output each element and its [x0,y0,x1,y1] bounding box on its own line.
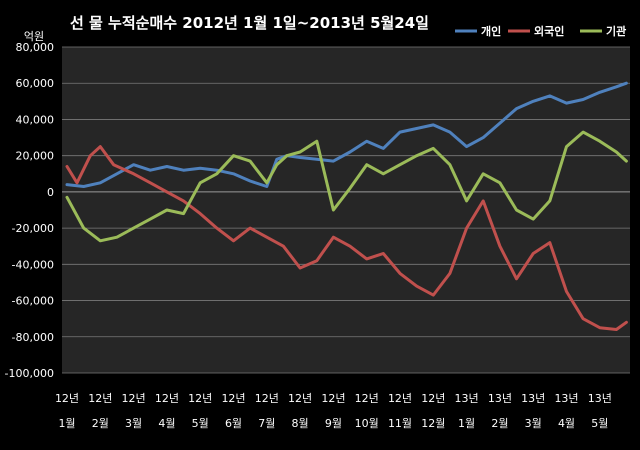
plot-area [62,47,630,373]
x-tick-year-label: 12년 [188,392,212,405]
x-tick-month-label: 11월 [388,417,412,430]
x-tick-month-label: 7월 [258,417,275,430]
y-tick-label: -60,000 [12,295,54,308]
series-line-3 [65,130,628,243]
x-tick-month-label: 2월 [92,417,109,430]
legend-label: 외국인 [534,24,564,38]
x-tick-year-label: 12년 [321,392,345,405]
x-tick-month-label: 2월 [491,417,508,430]
x-tick-year-label: 12년 [122,392,146,405]
x-tick-month-label: 4월 [558,417,575,430]
gridlines [62,46,630,374]
legend: 개인 외국인 기관 [455,24,626,38]
x-tick-month-label: 1월 [58,417,75,430]
x-tick-year-label: 12년 [421,392,445,405]
x-tick-month-label: 3월 [125,417,142,430]
x-tick-month-label: 1월 [458,417,475,430]
x-tick-year-label: 13년 [455,392,479,405]
x-tick-year-label: 12년 [255,392,279,405]
x-tick-year-label: 12년 [155,392,179,405]
y-axis-unit-label: 억원 [24,30,44,43]
x-tick-year-label: 12년 [355,392,379,405]
x-tick-year-label: 13년 [554,392,578,405]
x-tick-month-label: 12월 [421,417,445,430]
y-tick-label: 40,000 [16,113,55,126]
x-tick-month-label: 10월 [355,417,379,430]
y-tick-label: 0 [47,186,54,199]
series-line-1 [65,81,628,188]
x-tick-year-label: 13년 [488,392,512,405]
x-tick-month-label: 8월 [292,417,309,430]
series-lines [65,81,628,331]
x-axis: 12년 1월 12년 2월 12년 3월 12년 4월 12년 5월 12년 6월 12년 7월 12년 8월… [55,392,612,430]
y-tick-label: 80,000 [16,41,55,54]
y-tick-label: -20,000 [12,222,54,235]
x-tick-year-label: 13년 [588,392,612,405]
x-tick-year-label: 12년 [221,392,245,405]
y-axis: 80,000 60,000 40,000 20,000 0 -20,000 -40,000 -… [5,41,54,380]
y-tick-label: 20,000 [16,150,55,163]
x-tick-month-label: 6월 [225,417,242,430]
x-tick-month-label: 3월 [525,417,542,430]
legend-label: 기관 [606,24,626,38]
x-tick-month-label: 5월 [591,417,608,430]
y-tick-label: -80,000 [12,331,54,344]
x-tick-month-label: 9월 [325,417,342,430]
legend-label: 개인 [481,24,501,38]
x-tick-month-label: 4월 [158,417,175,430]
x-tick-year-label: 13년 [521,392,545,405]
x-tick-year-label: 12년 [288,392,312,405]
chart-title: 선 물 누적순매수 2012년 1월 1일~2013년 5월24일 [70,14,429,32]
x-tick-year-label: 12년 [388,392,412,405]
y-tick-label: -100,000 [5,367,54,380]
x-tick-month-label: 5월 [192,417,209,430]
y-tick-label: 60,000 [16,77,55,90]
series-line-2 [65,145,628,331]
x-tick-year-label: 12년 [88,392,112,405]
x-tick-year-label: 12년 [55,392,79,405]
y-tick-label: -40,000 [12,258,54,271]
